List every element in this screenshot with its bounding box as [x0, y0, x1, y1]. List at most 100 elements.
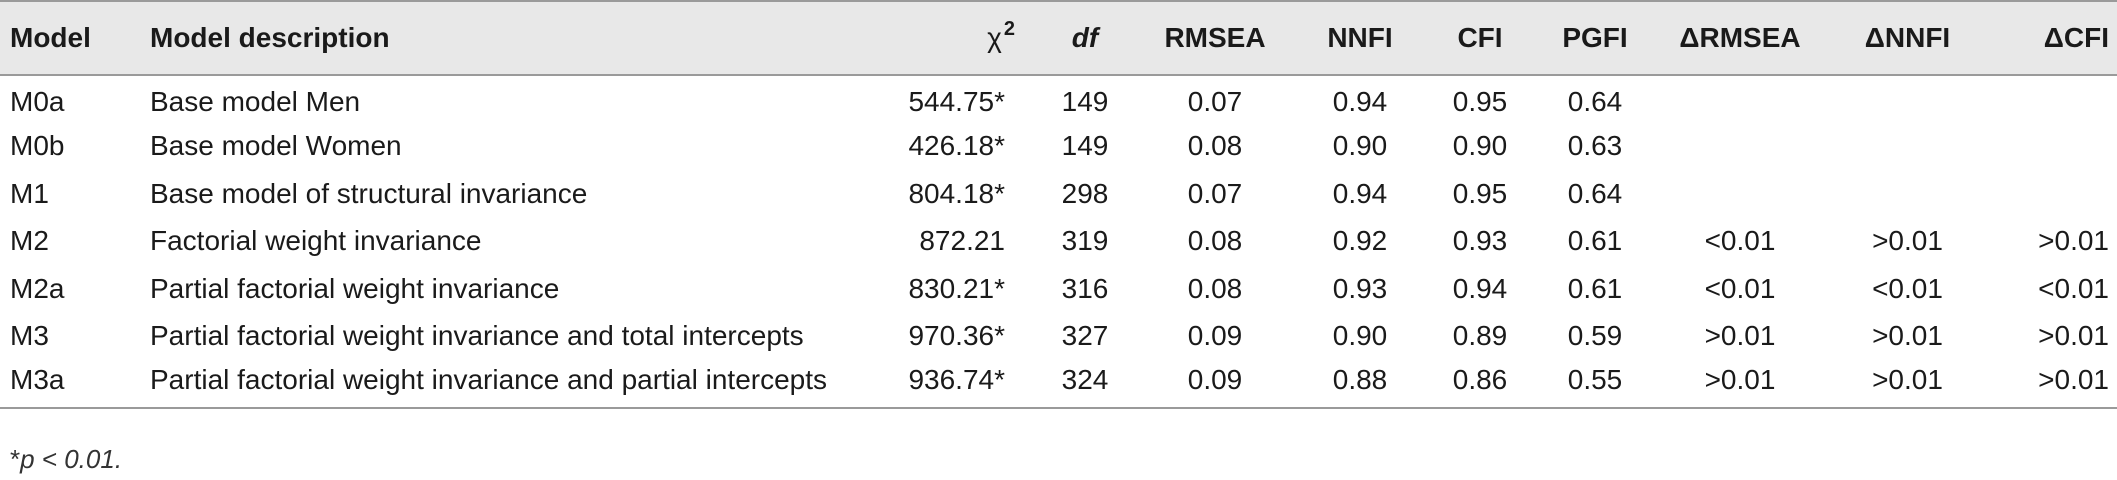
cell-model: M2	[10, 225, 49, 257]
cell-chi2: 936.74*	[845, 360, 1035, 409]
cell-chi2: 970.36*	[908, 320, 1005, 352]
chi2-symbol: χ	[987, 22, 1002, 53]
cell-delta-cfi: >0.01	[2038, 225, 2109, 257]
cell-df: 149	[1061, 86, 1109, 118]
table-row: M2a Partial factorial weight invariance …	[0, 265, 2117, 313]
cell-delta-cfi: <0.01	[2038, 272, 2109, 304]
cell-model: M3	[10, 320, 49, 352]
cell-pgfi: 0.61	[1567, 272, 1623, 304]
cell-cfi: 0.93	[1452, 225, 1508, 257]
cell-pgfi: 0.64	[1567, 177, 1623, 209]
cell-rmsea: 0.07	[1187, 86, 1243, 118]
chi2-superscript: 2	[1003, 18, 1015, 40]
cell-delta-nnfi: >0.01	[1872, 225, 1943, 257]
cell-model: M3a	[0, 360, 150, 409]
cell-description: Partial factorial weight invariance and …	[150, 320, 804, 352]
cell-nnfi: 0.93	[1332, 272, 1388, 304]
cell-delta-nnfi: >0.01	[1825, 360, 1990, 409]
cell-delta-nnfi: >0.01	[1872, 320, 1943, 352]
cell-cfi: 0.94	[1452, 272, 1508, 304]
cell-chi2: 872.21	[919, 225, 1005, 257]
cell-df: 149	[1061, 130, 1109, 162]
header-df: df	[1035, 0, 1135, 76]
cell-delta-rmsea: >0.01	[1655, 360, 1825, 409]
cell-pgfi: 0.63	[1567, 130, 1623, 162]
cell-df: 298	[1061, 177, 1109, 209]
cell-chi2: 426.18*	[908, 130, 1005, 162]
cell-chi2: 830.21*	[908, 272, 1005, 304]
cell-pgfi: 0.61	[1567, 225, 1623, 257]
cell-description: Base model of structural invariance	[150, 177, 588, 209]
cell-delta-rmsea	[1655, 123, 1825, 171]
cell-delta-nnfi	[1825, 123, 1990, 171]
cell-chi2: 544.75*	[908, 86, 1005, 118]
cell-df: 316	[1061, 272, 1109, 304]
table-row: M3 Partial factorial weight invariance a…	[0, 313, 2117, 361]
cell-delta-nnfi: <0.01	[1872, 272, 1943, 304]
cell-cfi: 0.86	[1425, 360, 1535, 409]
cell-pgfi: 0.64	[1567, 86, 1623, 118]
cell-rmsea: 0.08	[1187, 272, 1243, 304]
cell-model: M0b	[10, 130, 65, 162]
cell-delta-rmsea: <0.01	[1704, 272, 1776, 304]
cell-delta-cfi	[1990, 170, 2117, 218]
cell-chi2: 804.18*	[908, 177, 1005, 209]
cell-nnfi: 0.92	[1332, 225, 1388, 257]
cell-delta-rmsea	[1655, 75, 1825, 123]
table-row: M3a Partial factorial weight invariance …	[0, 360, 2117, 409]
cell-rmsea: 0.08	[1187, 225, 1243, 257]
cell-rmsea: 0.08	[1187, 130, 1243, 162]
cell-nnfi: 0.88	[1295, 360, 1425, 409]
cell-df: 324	[1035, 360, 1135, 409]
header-nnfi: NNFI	[1295, 0, 1425, 76]
cell-description: Partial factorial weight invariance and …	[150, 360, 845, 409]
cell-df: 319	[1061, 225, 1109, 257]
cell-model: M1	[10, 177, 49, 209]
header-delta-rmsea: ΔRMSEA	[1655, 0, 1825, 76]
cell-nnfi: 0.94	[1332, 86, 1388, 118]
footnote-star: *	[10, 444, 21, 474]
cell-rmsea: 0.09	[1187, 320, 1243, 352]
header-model: Model	[0, 0, 150, 76]
cell-nnfi: 0.90	[1332, 130, 1388, 162]
header-cfi: CFI	[1425, 0, 1535, 76]
header-pgfi: PGFI	[1535, 0, 1655, 76]
cell-model: M2a	[10, 272, 65, 304]
cell-pgfi: 0.59	[1567, 320, 1623, 352]
cell-nnfi: 0.90	[1332, 320, 1388, 352]
cell-pgfi: 0.55	[1535, 360, 1655, 409]
cell-description: Factorial weight invariance	[150, 225, 482, 257]
cell-cfi: 0.90	[1452, 130, 1508, 162]
footnote-text: p < 0.01.	[20, 444, 123, 474]
table-body: M0a Base model Men 544.75* 149 0.07 0.94…	[0, 75, 2117, 409]
cell-delta-nnfi	[1825, 75, 1990, 123]
table-row: M1 Base model of structural invariance 8…	[0, 170, 2117, 218]
cell-rmsea: 0.07	[1187, 177, 1243, 209]
cell-cfi: 0.95	[1452, 177, 1508, 209]
header-delta-cfi: ΔCFI	[1990, 0, 2117, 76]
header-description: Model description	[150, 0, 845, 76]
cell-description: Base model Men	[150, 86, 361, 118]
table-row: M0b Base model Women 426.18* 149 0.08 0.…	[0, 123, 2117, 171]
cell-delta-cfi: >0.01	[1990, 360, 2117, 409]
cell-df: 327	[1061, 320, 1109, 352]
cell-description: Partial factorial weight invariance	[150, 272, 560, 304]
cell-cfi: 0.89	[1452, 320, 1508, 352]
cell-delta-cfi	[1990, 75, 2117, 123]
cell-cfi: 0.95	[1452, 86, 1508, 118]
header-delta-nnfi: ΔNNFI	[1825, 0, 1990, 76]
cell-delta-rmsea	[1655, 170, 1825, 218]
table-footnote: *p < 0.01.	[10, 444, 122, 475]
cell-model: M0a	[10, 86, 65, 118]
cell-delta-rmsea: >0.01	[1704, 320, 1776, 352]
header-rmsea: RMSEA	[1135, 0, 1295, 76]
table-row: M0a Base model Men 544.75* 149 0.07 0.94…	[0, 75, 2117, 123]
cell-nnfi: 0.94	[1332, 177, 1388, 209]
cell-delta-cfi: >0.01	[2038, 320, 2109, 352]
cell-delta-nnfi	[1825, 170, 1990, 218]
cell-delta-rmsea: <0.01	[1704, 225, 1776, 257]
